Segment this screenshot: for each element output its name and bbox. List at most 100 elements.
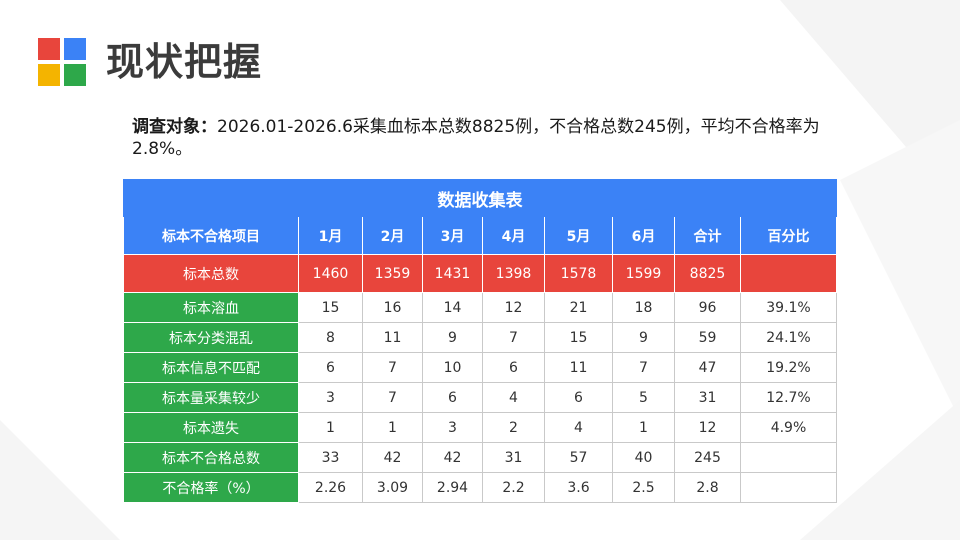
table-row: 标本信息不匹配 6 7 10 6 11 7 47 19.2%: [123, 352, 837, 383]
table-cell: 31: [674, 382, 741, 413]
table-cell: 9: [422, 322, 483, 353]
table-cell: 47: [674, 352, 741, 383]
table-cell: 8825: [674, 254, 741, 293]
table-cell: 3.6: [544, 472, 613, 503]
table-cell: 4: [482, 382, 545, 413]
table-cell: 14: [422, 292, 483, 323]
table-cell: 59: [674, 322, 741, 353]
table-cell: 42: [422, 442, 483, 473]
table-cell: 15: [298, 292, 363, 323]
table-cell: 1431: [422, 254, 483, 293]
four-squares-logo-icon: [38, 38, 86, 86]
table-cell: 2.8: [674, 472, 741, 503]
table-cell: 1: [362, 412, 423, 443]
intro-lead: 调查对象：: [132, 117, 217, 137]
table-cell: 7: [482, 322, 545, 353]
table-cell: 8: [298, 322, 363, 353]
table-cell: 1578: [544, 254, 613, 293]
row-label: 标本量采集较少: [123, 382, 299, 413]
table-header-row: 标本不合格项目 1月 2月 3月 4月 5月 6月 合计 百分比: [123, 216, 837, 255]
table-cell: [740, 472, 837, 503]
table-row: 不合格率（%） 2.26 3.09 2.94 2.2 3.6 2.5 2.8: [123, 472, 837, 503]
table-cell: 7: [362, 382, 423, 413]
header-cell: 6月: [612, 216, 675, 255]
table-cell: 2.26: [298, 472, 363, 503]
table-cell: 31: [482, 442, 545, 473]
table-cell: 2.94: [422, 472, 483, 503]
logo-blue-square: [64, 38, 86, 60]
table-cell: 11: [544, 352, 613, 383]
table-cell: 39.1%: [740, 292, 837, 323]
table-cell: [740, 254, 837, 293]
table-cell: 7: [362, 352, 423, 383]
table-row-total-samples: 标本总数 1460 1359 1431 1398 1578 1599 8825: [123, 254, 837, 293]
row-label: 标本分类混乱: [123, 322, 299, 353]
table-cell: 2.5: [612, 472, 675, 503]
row-label: 标本遗失: [123, 412, 299, 443]
table-cell: 1398: [482, 254, 545, 293]
table-row: 标本不合格总数 33 42 42 31 57 40 245: [123, 442, 837, 473]
table-cell: 1: [612, 412, 675, 443]
header-cell: 4月: [482, 216, 545, 255]
table-cell: 12.7%: [740, 382, 837, 413]
table-cell: 3: [422, 412, 483, 443]
table-cell: 1460: [298, 254, 363, 293]
header-cell: 3月: [422, 216, 483, 255]
table-cell: 57: [544, 442, 613, 473]
header-cell: 1月: [298, 216, 363, 255]
header-cell: 2月: [362, 216, 423, 255]
table-cell: 3.09: [362, 472, 423, 503]
table-cell: 6: [298, 352, 363, 383]
table-cell: 40: [612, 442, 675, 473]
table-cell: 1599: [612, 254, 675, 293]
header-cell: 合计: [674, 216, 741, 255]
intro-text: 2026.01-2026.6采集血标本总数8825例，不合格总数245例，平均不…: [132, 117, 820, 159]
table-caption: 数据收集表: [123, 179, 837, 217]
table-row: 标本溶血 15 16 14 12 21 18 96 39.1%: [123, 292, 837, 323]
header-cell: 百分比: [740, 216, 837, 255]
table-cell: 1: [298, 412, 363, 443]
logo-yellow-square: [38, 64, 60, 86]
header-cell: 标本不合格项目: [123, 216, 299, 255]
logo-green-square: [64, 64, 86, 86]
table-cell: 42: [362, 442, 423, 473]
table-cell: 96: [674, 292, 741, 323]
table-cell: 6: [544, 382, 613, 413]
table-row: 标本分类混乱 8 11 9 7 15 9 59 24.1%: [123, 322, 837, 353]
table-cell: 7: [612, 352, 675, 383]
table-cell: 4.9%: [740, 412, 837, 443]
header-cell: 5月: [544, 216, 613, 255]
table-cell: 33: [298, 442, 363, 473]
table-row: 标本遗失 1 1 3 2 4 1 12 4.9%: [123, 412, 837, 443]
page-title: 现状把握: [106, 40, 263, 84]
table-cell: 3: [298, 382, 363, 413]
table-cell: 245: [674, 442, 741, 473]
table-cell: 6: [422, 382, 483, 413]
row-label: 标本溶血: [123, 292, 299, 323]
table-cell: 6: [482, 352, 545, 383]
logo-red-square: [38, 38, 60, 60]
table-cell: 12: [674, 412, 741, 443]
table-caption-row: 数据收集表: [123, 179, 837, 217]
table-cell: 19.2%: [740, 352, 837, 383]
table-cell: 1359: [362, 254, 423, 293]
table-cell: 18: [612, 292, 675, 323]
table-cell: 15: [544, 322, 613, 353]
intro-paragraph: 调查对象：2026.01-2026.6采集血标本总数8825例，不合格总数245…: [132, 116, 832, 160]
data-collection-table: 数据收集表 标本不合格项目 1月 2月 3月 4月 5月 6月 合计 百分比 标…: [123, 179, 837, 503]
table-cell: 2.2: [482, 472, 545, 503]
table-cell: 11: [362, 322, 423, 353]
table-cell: 10: [422, 352, 483, 383]
table-row: 标本量采集较少 3 7 6 4 6 5 31 12.7%: [123, 382, 837, 413]
row-label: 不合格率（%）: [123, 472, 299, 503]
table-cell: 4: [544, 412, 613, 443]
table-cell: 12: [482, 292, 545, 323]
row-label: 标本信息不匹配: [123, 352, 299, 383]
row-label: 标本总数: [123, 254, 299, 293]
table-cell: 5: [612, 382, 675, 413]
table-cell: [740, 442, 837, 473]
table-cell: 16: [362, 292, 423, 323]
table-cell: 2: [482, 412, 545, 443]
table-cell: 21: [544, 292, 613, 323]
